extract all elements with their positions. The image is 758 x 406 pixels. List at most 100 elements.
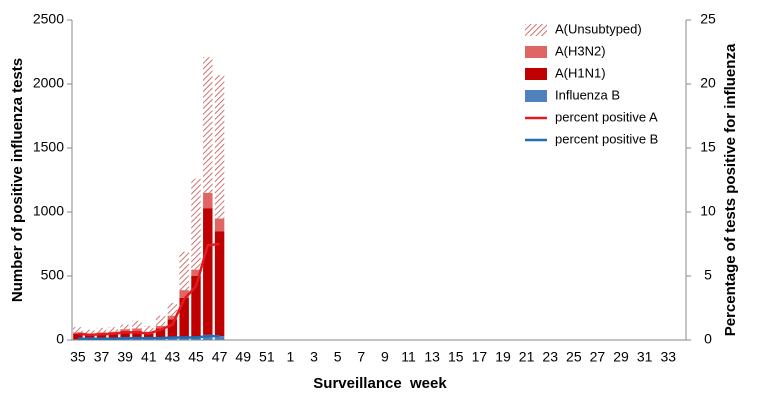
bar (191, 178, 201, 270)
bar (144, 338, 154, 340)
bar (214, 336, 225, 340)
bar (120, 329, 130, 332)
bar (155, 328, 166, 339)
bar (120, 331, 130, 339)
x-tick-label: 33 (660, 349, 676, 365)
x-tick-label: 17 (472, 349, 488, 365)
bar (203, 192, 213, 209)
legend-label: A(H3N2) (555, 43, 606, 58)
bar (73, 333, 83, 340)
bar (167, 338, 178, 340)
bar (73, 332, 83, 334)
bar (179, 290, 189, 298)
bar (179, 338, 189, 340)
y-tick-label: 0 (56, 331, 64, 347)
legend-swatch (525, 90, 547, 102)
x-tick-label: 31 (637, 349, 653, 365)
bar (179, 297, 189, 339)
y2-axis-title: Percentage of tests positive for influen… (722, 43, 739, 336)
x-tick-label: 41 (141, 349, 157, 365)
x-tick-label: 45 (188, 349, 204, 365)
bar (155, 325, 166, 329)
legend-label: Influenza B (555, 87, 620, 102)
legend-label: percent positive A (555, 109, 658, 124)
line (77, 242, 220, 337)
bar (120, 338, 130, 340)
bar (108, 331, 119, 333)
bar (73, 327, 83, 333)
x-tick-label: 13 (424, 349, 440, 365)
y2-tick-label: 5 (704, 267, 712, 283)
legend-label: A(H1N1) (555, 65, 606, 80)
bar (155, 315, 166, 326)
x-tick-label: 15 (448, 349, 464, 365)
y-tick-label: 2000 (33, 75, 64, 91)
legend-swatch (525, 46, 547, 58)
bar (167, 315, 178, 320)
y-tick-label: 2500 (33, 11, 64, 27)
legend-swatch (525, 68, 547, 80)
bar (132, 320, 142, 329)
bar (203, 57, 213, 193)
bar (96, 332, 107, 334)
x-tick-label: 29 (613, 349, 629, 365)
bar (214, 231, 225, 337)
bar (132, 331, 142, 339)
legend-label: A(Unsubtyped) (555, 21, 642, 36)
bar (120, 324, 130, 330)
x-tick-label: 37 (94, 349, 110, 365)
x-tick-label: 3 (310, 349, 318, 365)
bar (144, 333, 154, 339)
y2-tick-label: 25 (700, 11, 716, 27)
y2-tick-label: 15 (700, 139, 716, 155)
x-tick-label: 7 (357, 349, 365, 365)
bar (84, 329, 95, 334)
x-tick-label: 35 (70, 349, 86, 365)
bar (144, 325, 154, 332)
x-tick-label: 23 (542, 349, 558, 365)
bar (132, 338, 142, 340)
x-tick-label: 27 (590, 349, 606, 365)
bar (84, 334, 95, 340)
x-tick-label: 25 (566, 349, 582, 365)
bar (191, 276, 201, 338)
x-tick-label: 1 (287, 349, 295, 365)
bar (108, 332, 119, 340)
bar (108, 327, 119, 332)
bar (155, 338, 166, 340)
x-tick-label: 43 (165, 349, 181, 365)
x-tick-label: 11 (401, 349, 416, 365)
x-tick-label: 51 (259, 349, 275, 365)
bar (167, 319, 178, 339)
y2-tick-label: 20 (700, 75, 716, 91)
bar (214, 218, 225, 232)
bar (214, 75, 225, 219)
y-axis-title: Number of positive influenza tests (9, 58, 26, 302)
bar (203, 208, 213, 335)
x-tick-label: 47 (212, 349, 228, 365)
bar (132, 328, 142, 332)
x-tick-label: 9 (381, 349, 389, 365)
bar (191, 337, 201, 340)
y-tick-label: 500 (41, 267, 65, 283)
y-tick-label: 1500 (33, 139, 64, 155)
x-tick-label: 21 (519, 349, 535, 365)
y2-tick-label: 0 (704, 331, 712, 347)
bar (96, 327, 107, 333)
y-tick-label: 1000 (33, 203, 64, 219)
x-tick-label: 5 (334, 349, 342, 365)
legend-label: percent positive B (555, 131, 658, 146)
x-tick-label: 39 (117, 349, 133, 365)
x-tick-label: 19 (495, 349, 511, 365)
bar (191, 269, 201, 276)
bar (179, 251, 189, 291)
y2-tick-label: 10 (700, 203, 716, 219)
x-axis-title: Surveillance week (313, 375, 447, 392)
bar (96, 333, 107, 340)
x-tick-label: 49 (235, 349, 251, 365)
legend-swatch (525, 24, 547, 36)
line (77, 334, 220, 340)
bar (167, 302, 178, 316)
bar (203, 334, 213, 340)
